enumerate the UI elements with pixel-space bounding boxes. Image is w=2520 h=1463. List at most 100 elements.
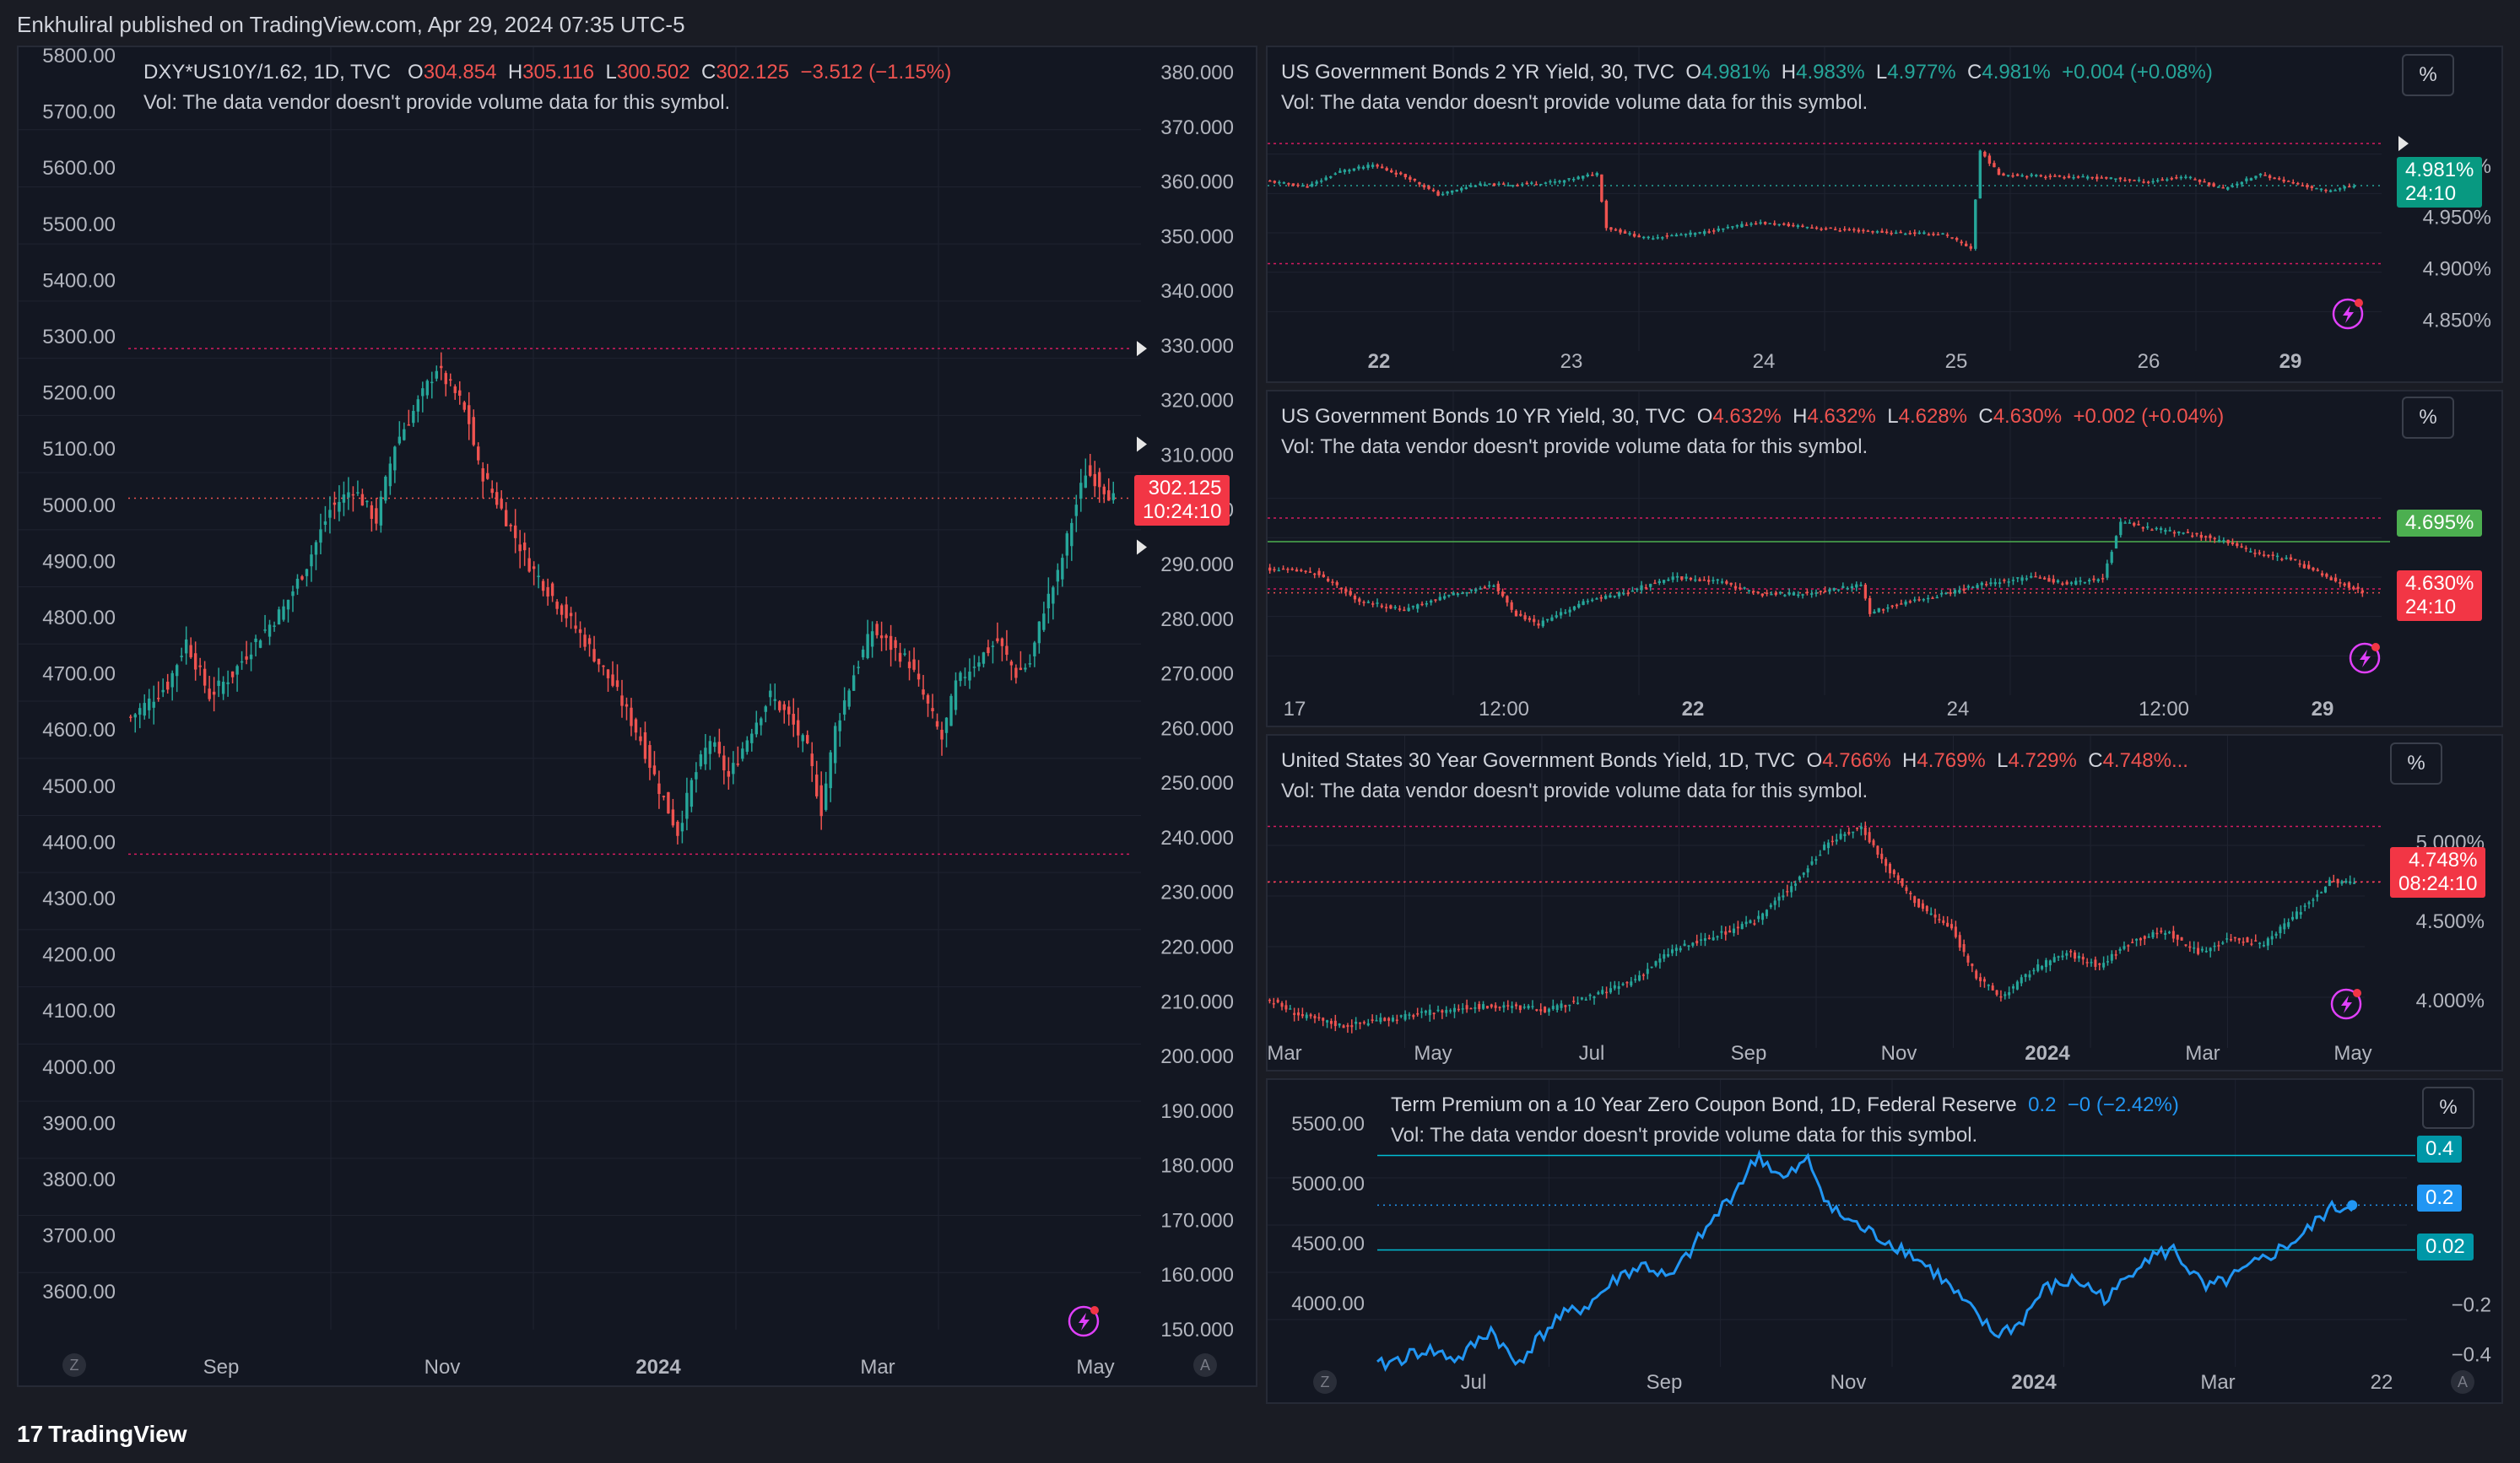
candle-body — [2287, 181, 2290, 182]
volume-note: Vol: The data vendor doesn't provide vol… — [143, 91, 731, 114]
candle-body — [2003, 580, 2006, 581]
symbol-label[interactable]: United States 30 Year Government Bonds Y… — [1281, 749, 1796, 772]
axis-tick-label: 5600.00 — [42, 157, 116, 180]
symbol-label[interactable]: DXY*US10Y/1.62, 1D, TVC — [143, 61, 392, 84]
candle-body — [2114, 178, 2117, 180]
axis-tick-label: 5500.00 — [1291, 1113, 1365, 1136]
candle-body — [1971, 586, 1975, 589]
candle-body — [1389, 605, 1392, 609]
axis-tick-label: 12:00 — [1479, 698, 1529, 721]
chart-dxy-us10y[interactable]: 380.000 370.000 360.000 350.000 340.000 330.0… — [19, 47, 1257, 1387]
candle-body — [212, 691, 216, 695]
tradingview-footer[interactable]: 17 TradingView — [17, 1421, 187, 1448]
change-value: +0.004 (+0.08%) — [2062, 61, 2213, 84]
candle-body — [1582, 601, 1585, 606]
candle-body — [1647, 236, 1650, 239]
symbol-label[interactable]: US Government Bonds 2 YR Yield, 30, TVC — [1281, 61, 1675, 84]
candle-body — [1632, 234, 1636, 237]
candle-body — [1408, 1014, 1411, 1016]
panel-term-premium[interactable]: 5500.00 5000.00 4500.00 4000.00 −0.2 −0.4 Jul S… — [1266, 1078, 2503, 1404]
candle-body — [963, 677, 967, 678]
candle-body — [2159, 528, 2163, 531]
z-button[interactable]: Z — [1313, 1370, 1337, 1394]
candle-body — [1777, 224, 1781, 226]
candle-body — [2166, 179, 2169, 181]
candle-body — [2139, 938, 2142, 941]
candle-body — [1516, 185, 1519, 186]
candle-body — [2253, 553, 2257, 554]
candle-body — [1752, 591, 1755, 592]
candle-body — [689, 780, 694, 807]
change-value: −3.512 (−1.15%) — [800, 61, 952, 84]
candle-body — [268, 624, 272, 637]
candle-body — [2279, 926, 2282, 933]
last-point — [2347, 1200, 2358, 1211]
panel-dxy-us10y[interactable]: 380.000 370.000 360.000 350.000 340.000 330.0… — [17, 46, 1257, 1387]
candle-body — [1969, 246, 1972, 249]
candle-body — [1403, 1013, 1407, 1020]
candle-body — [1810, 861, 1814, 865]
candle-body — [2006, 175, 2010, 176]
z-button[interactable]: Z — [62, 1353, 86, 1377]
percent-scale-button[interactable]: % — [2402, 397, 2454, 439]
candle-body — [1885, 231, 1889, 234]
candle-body — [1744, 224, 1749, 226]
candle-body — [2058, 175, 2062, 177]
candle-body — [819, 785, 823, 817]
candle-body — [2067, 175, 2071, 178]
candle-body — [1309, 1014, 1312, 1017]
panel-us10y[interactable]: 17 12:00 22 24 12:00 29 US Government Bonds 1… — [1266, 390, 2503, 727]
candle-body — [1465, 1005, 1468, 1010]
candle-body — [1014, 667, 1018, 678]
level-tag: 4.695% — [2397, 510, 2483, 537]
percent-scale-button[interactable]: % — [2390, 742, 2442, 785]
symbol-label[interactable]: Term Premium on a 10 Year Zero Coupon Bo… — [1391, 1093, 2017, 1116]
candle-body — [2204, 950, 2208, 953]
candle-body — [2193, 179, 2197, 181]
candle-body — [468, 405, 471, 424]
band-top-tag: 0.4 — [2417, 1136, 2463, 1163]
candle-body — [732, 763, 735, 775]
candle-body — [2213, 537, 2216, 540]
candle-body — [356, 492, 360, 494]
candle-body — [1725, 580, 1728, 584]
candle-body — [1810, 227, 1814, 229]
candle-body — [2349, 881, 2352, 883]
percent-scale-button[interactable]: % — [2402, 54, 2454, 96]
candle-body — [1601, 990, 1604, 994]
candle-body — [1654, 961, 1657, 966]
chart-term-premium[interactable]: 5500.00 5000.00 4500.00 4000.00 −0.2 −0.4 Jul S… — [1268, 1080, 2503, 1404]
candle-body — [1502, 1005, 1506, 1008]
panel-us30y[interactable]: 5.000% 4.500% 4.000% Mar May Jul Sep Nov 2024 Mar… — [1266, 734, 2503, 1072]
percent-scale-button[interactable]: % — [2422, 1087, 2474, 1129]
candle-body — [1268, 999, 1271, 1001]
candle-body — [1567, 178, 1571, 180]
candle-body — [1593, 996, 1596, 999]
candle-body — [1626, 592, 1630, 595]
auto-scale-button[interactable]: A — [2451, 1370, 2474, 1394]
axis-tick-label: 240.000 — [1160, 827, 1234, 850]
chart-us30y[interactable]: 5.000%4.500%4.000%Mar May Jul Sep Nov 2024 Mar… — [1268, 736, 2503, 1072]
candle-body — [829, 752, 832, 789]
candle-body — [1786, 891, 1789, 893]
symbol-label[interactable]: US Government Bonds 10 YR Yield, 30, TVC — [1281, 405, 1686, 428]
candle-body — [2226, 186, 2230, 190]
candle-body — [769, 690, 772, 698]
h-value: 4.632% — [1807, 405, 1876, 428]
candle-body — [2034, 575, 2037, 578]
candle-body — [1492, 586, 1495, 587]
candle-body — [2110, 552, 2113, 564]
auto-scale-button[interactable]: A — [1193, 1353, 1217, 1377]
chart-us10y[interactable]: 17 12:00 22 24 12:00 29 — [1268, 391, 2503, 727]
lightning-icon — [1068, 1305, 1100, 1337]
candle-body — [1782, 895, 1785, 898]
candle-body — [1457, 1008, 1460, 1011]
candle-body — [2109, 177, 2113, 180]
candle-body — [717, 742, 722, 754]
candle-body — [375, 508, 378, 524]
axis-tick-label: 260.000 — [1160, 717, 1234, 740]
axis-tick-label: 4000.00 — [1291, 1293, 1365, 1315]
candle-body — [922, 689, 925, 695]
